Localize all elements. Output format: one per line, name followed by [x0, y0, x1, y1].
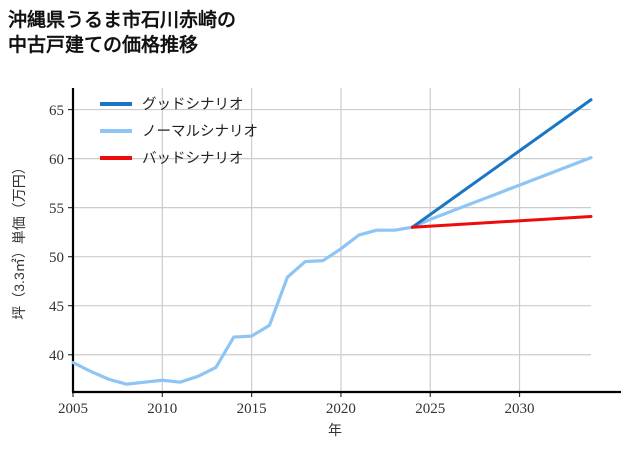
y-tick-label: 55 [49, 201, 64, 217]
legend-label: バッドシナリオ [142, 151, 244, 167]
series-line [410, 214, 593, 229]
page-title: 沖縄県うるま市石川赤崎の 中古戸建ての価格推移 [8, 10, 237, 57]
series-line [71, 156, 593, 386]
y-tick-label: 50 [49, 250, 64, 266]
y-tick-label: 65 [49, 103, 64, 119]
x-tick-label: 2005 [58, 401, 88, 417]
series-line [410, 98, 593, 229]
x-axis-label: 年 [328, 422, 342, 438]
series-lines [71, 98, 593, 386]
y-axis-label: 坪（3.3㎡）単価（万円） [11, 160, 27, 319]
x-tick-label: 2010 [147, 401, 177, 417]
legend-label: ノーマルシナリオ [142, 124, 258, 140]
x-tick-label: 2025 [415, 401, 445, 417]
y-tick-label: 40 [49, 348, 64, 364]
x-tick-label: 2030 [505, 401, 535, 417]
y-tick-label: 45 [49, 299, 64, 315]
legend-label: グッドシナリオ [142, 96, 244, 113]
x-tick-label: 2020 [326, 401, 356, 417]
axis-ticks: 40 45 50 55 60 65 2005 2010 2015 2020 2025 2030 [49, 103, 535, 417]
y-tick-label: 60 [49, 152, 64, 168]
x-tick-label: 2015 [237, 401, 267, 417]
